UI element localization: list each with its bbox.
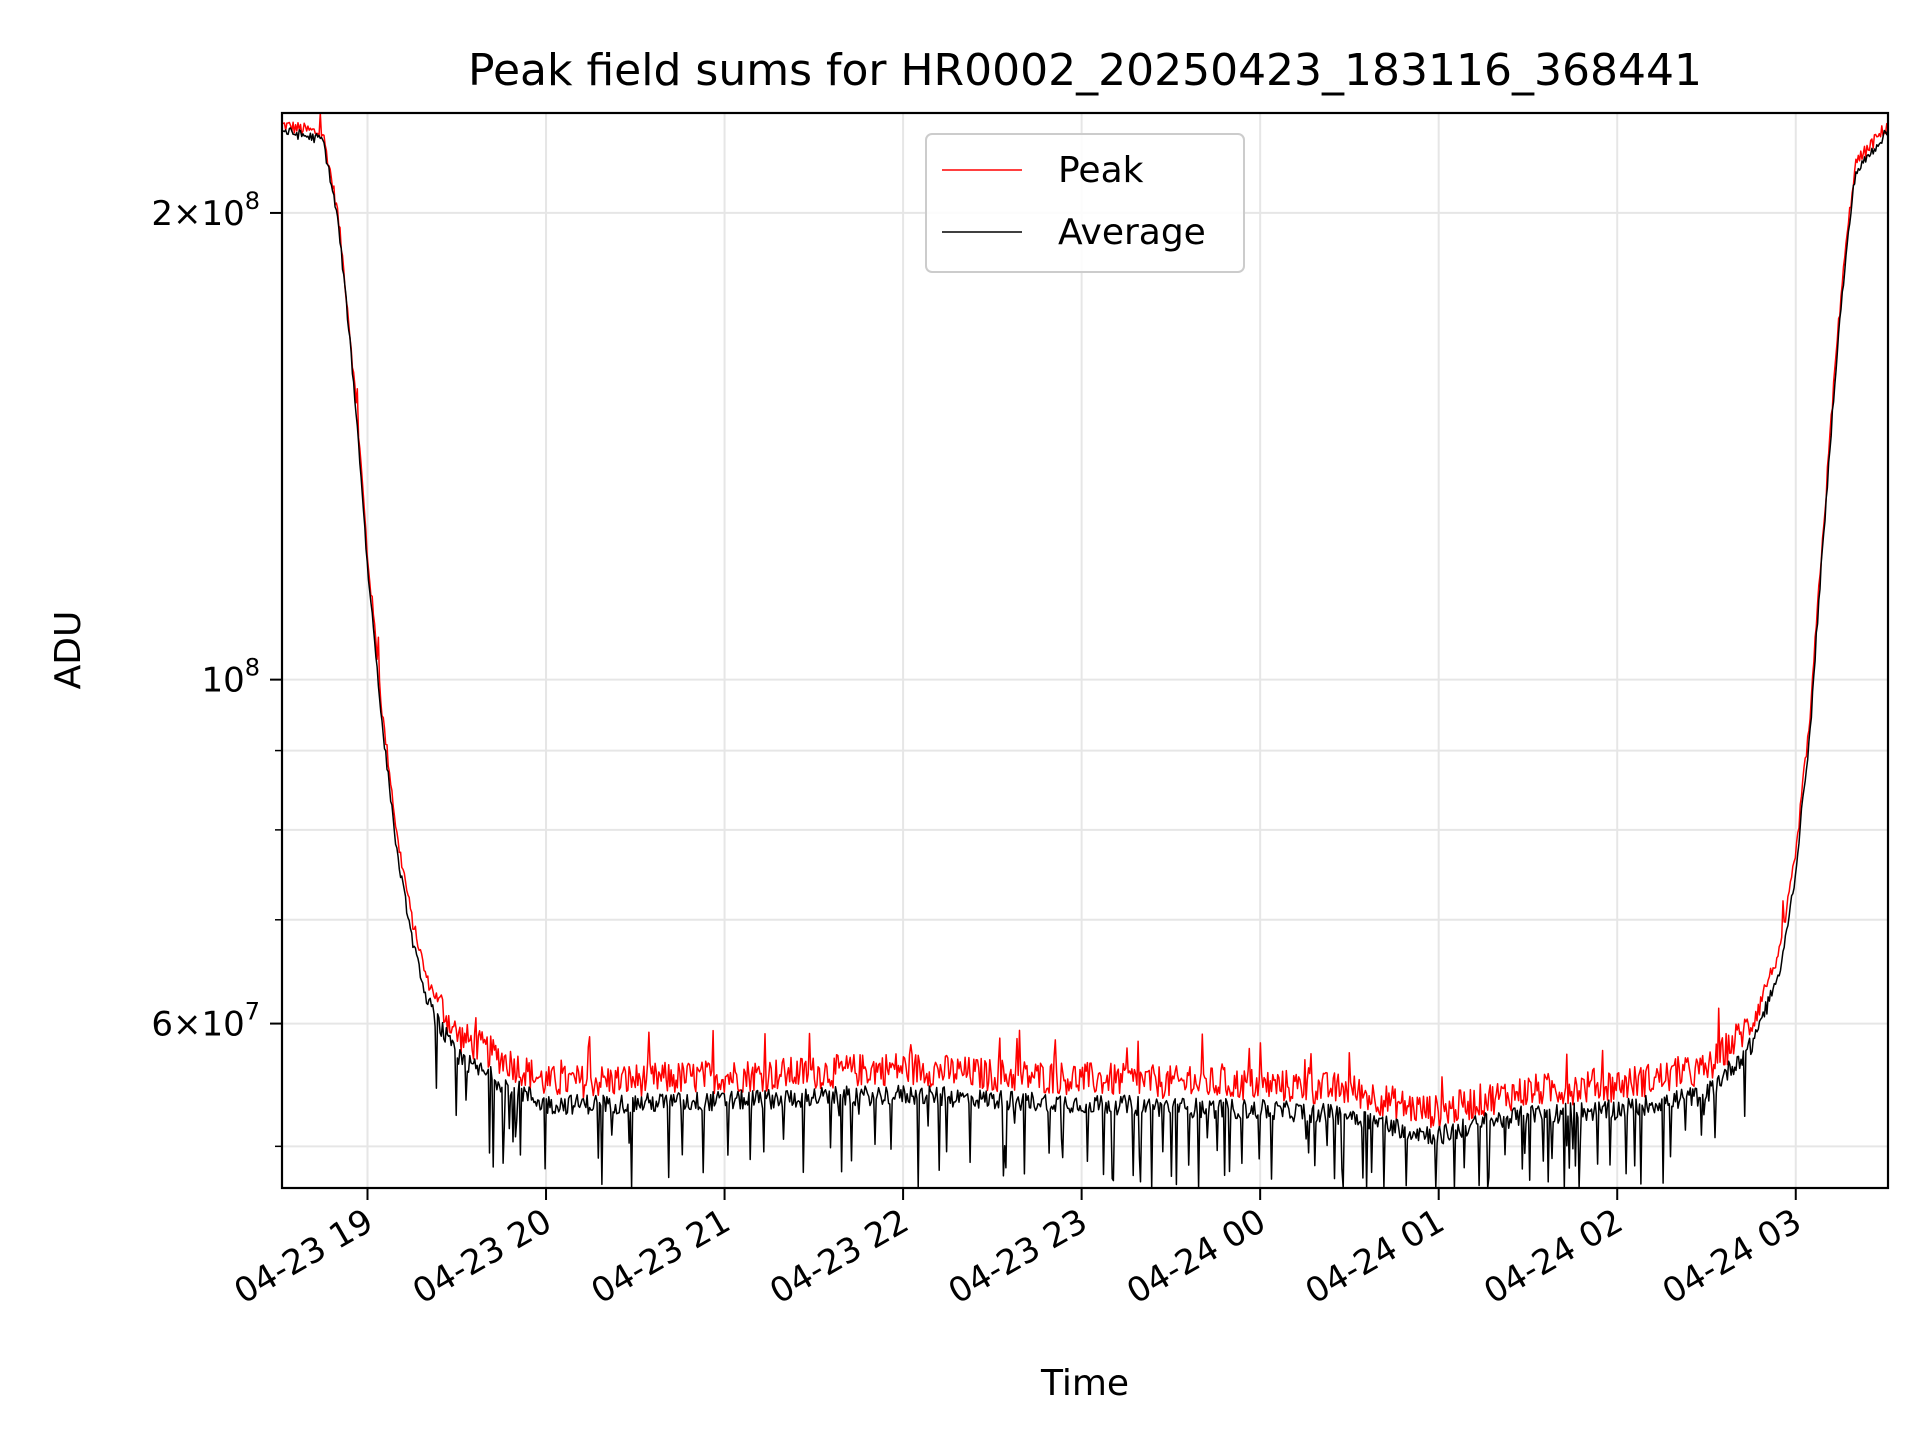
series-line-peak	[281, 112, 1889, 1129]
y-tick-exponent: 7	[245, 998, 260, 1026]
y-tick-ten: 10	[201, 194, 244, 234]
chart-title: Peak field sums for HR0002_20250423_1831…	[468, 45, 1702, 96]
y-tick-base: 2×	[151, 194, 201, 234]
plot-frame	[280, 111, 1890, 1190]
x-axis-label: Time	[1040, 1363, 1129, 1404]
y-axis-label: ADU	[48, 611, 89, 690]
y-tick-exponent: 8	[245, 654, 260, 682]
legend-label-average: Average	[1058, 212, 1206, 253]
grid	[282, 113, 1888, 1188]
series-line-average	[281, 127, 1889, 1189]
y-tick-label: 6×107	[151, 998, 260, 1045]
legend: Peak Average	[925, 133, 1245, 273]
y-tick-ten: 10	[201, 1005, 244, 1045]
y-tick-label: 108	[201, 654, 260, 701]
y-tick-label: 2×108	[151, 187, 260, 234]
y-tick-base: 6×	[151, 1005, 201, 1045]
y-tick-ten: 10	[201, 661, 244, 701]
y-tick-exponent: 8	[245, 187, 260, 215]
legend-frame	[925, 133, 1245, 273]
legend-label-peak: Peak	[1058, 150, 1144, 191]
plot-area	[281, 112, 1889, 1189]
